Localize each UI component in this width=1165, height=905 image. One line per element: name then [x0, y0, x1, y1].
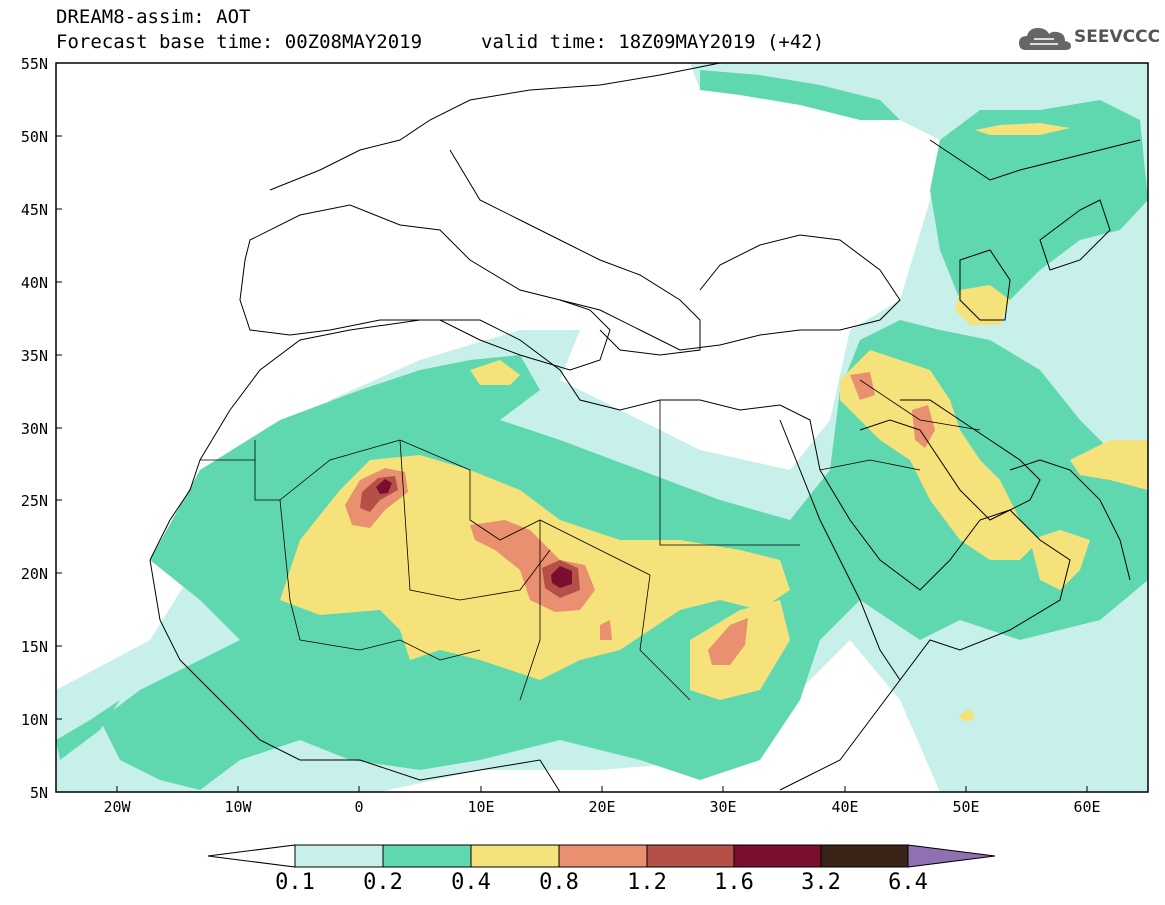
lat-label: 55N: [20, 55, 48, 73]
colorbar-swatch: [646, 844, 735, 868]
coastlines-borders: [149, 63, 1141, 792]
logo-text: SEEVCCC: [1074, 27, 1161, 47]
aot-field: [56, 63, 1148, 792]
lon-label: 10W: [224, 798, 252, 816]
lat-label: 10N: [20, 711, 48, 729]
colorbar-label: 1.6: [714, 870, 754, 895]
colorbar-label: 0.1: [275, 870, 315, 895]
lon-label: 20W: [103, 798, 131, 816]
forecast-base-time: Forecast base time: 00Z08MAY2019: [56, 31, 423, 53]
colorbar-swatch: [470, 844, 560, 868]
colorbar-under-arrow: [207, 844, 296, 868]
lat-label: 5N: [29, 784, 48, 802]
cloud-icon: [1019, 28, 1071, 50]
lat-label: 25N: [20, 492, 48, 510]
colorbar-label: 1.2: [627, 870, 667, 895]
lat-label: 50N: [20, 128, 48, 146]
lon-label: 60E: [1073, 798, 1101, 816]
lon-label: 50E: [952, 798, 980, 816]
colorbar-over-arrow: [907, 844, 996, 868]
lon-label: 40E: [831, 798, 859, 816]
lat-label: 30N: [20, 420, 48, 438]
colorbar-label: 3.2: [801, 870, 841, 895]
colorbar-swatch: [558, 844, 648, 868]
lon-label: 10E: [467, 798, 495, 816]
colorbar-label: 0.8: [539, 870, 579, 895]
axis-ticks: [56, 62, 1088, 792]
colorbar-swatch: [820, 844, 909, 868]
colorbar-label: 0.2: [363, 870, 403, 895]
colorbar: [207, 844, 996, 868]
lat-label: 35N: [20, 347, 48, 365]
lat-label: 15N: [20, 638, 48, 656]
country-borders: [200, 379, 981, 701]
lat-label: 40N: [20, 274, 48, 292]
colorbar-swatch: [733, 844, 822, 868]
lon-label: 0: [354, 798, 364, 816]
aot-1.6-areas: [376, 479, 572, 588]
colorbar-swatch: [382, 844, 472, 868]
valid-time: valid time: 18Z09MAY2019 (+42): [481, 31, 825, 53]
seevccc-logo: SEEVCCC: [1018, 24, 1161, 56]
map-title: DREAM8-assim: AOT: [56, 6, 251, 28]
lat-label: 45N: [20, 201, 48, 219]
lat-label: 20N: [20, 565, 48, 583]
lon-label: 20E: [588, 798, 616, 816]
colorbar-swatch: [294, 844, 384, 868]
colorbar-label: 6.4: [888, 870, 928, 895]
lon-label: 30E: [709, 798, 737, 816]
colorbar-label: 0.4: [451, 870, 491, 895]
